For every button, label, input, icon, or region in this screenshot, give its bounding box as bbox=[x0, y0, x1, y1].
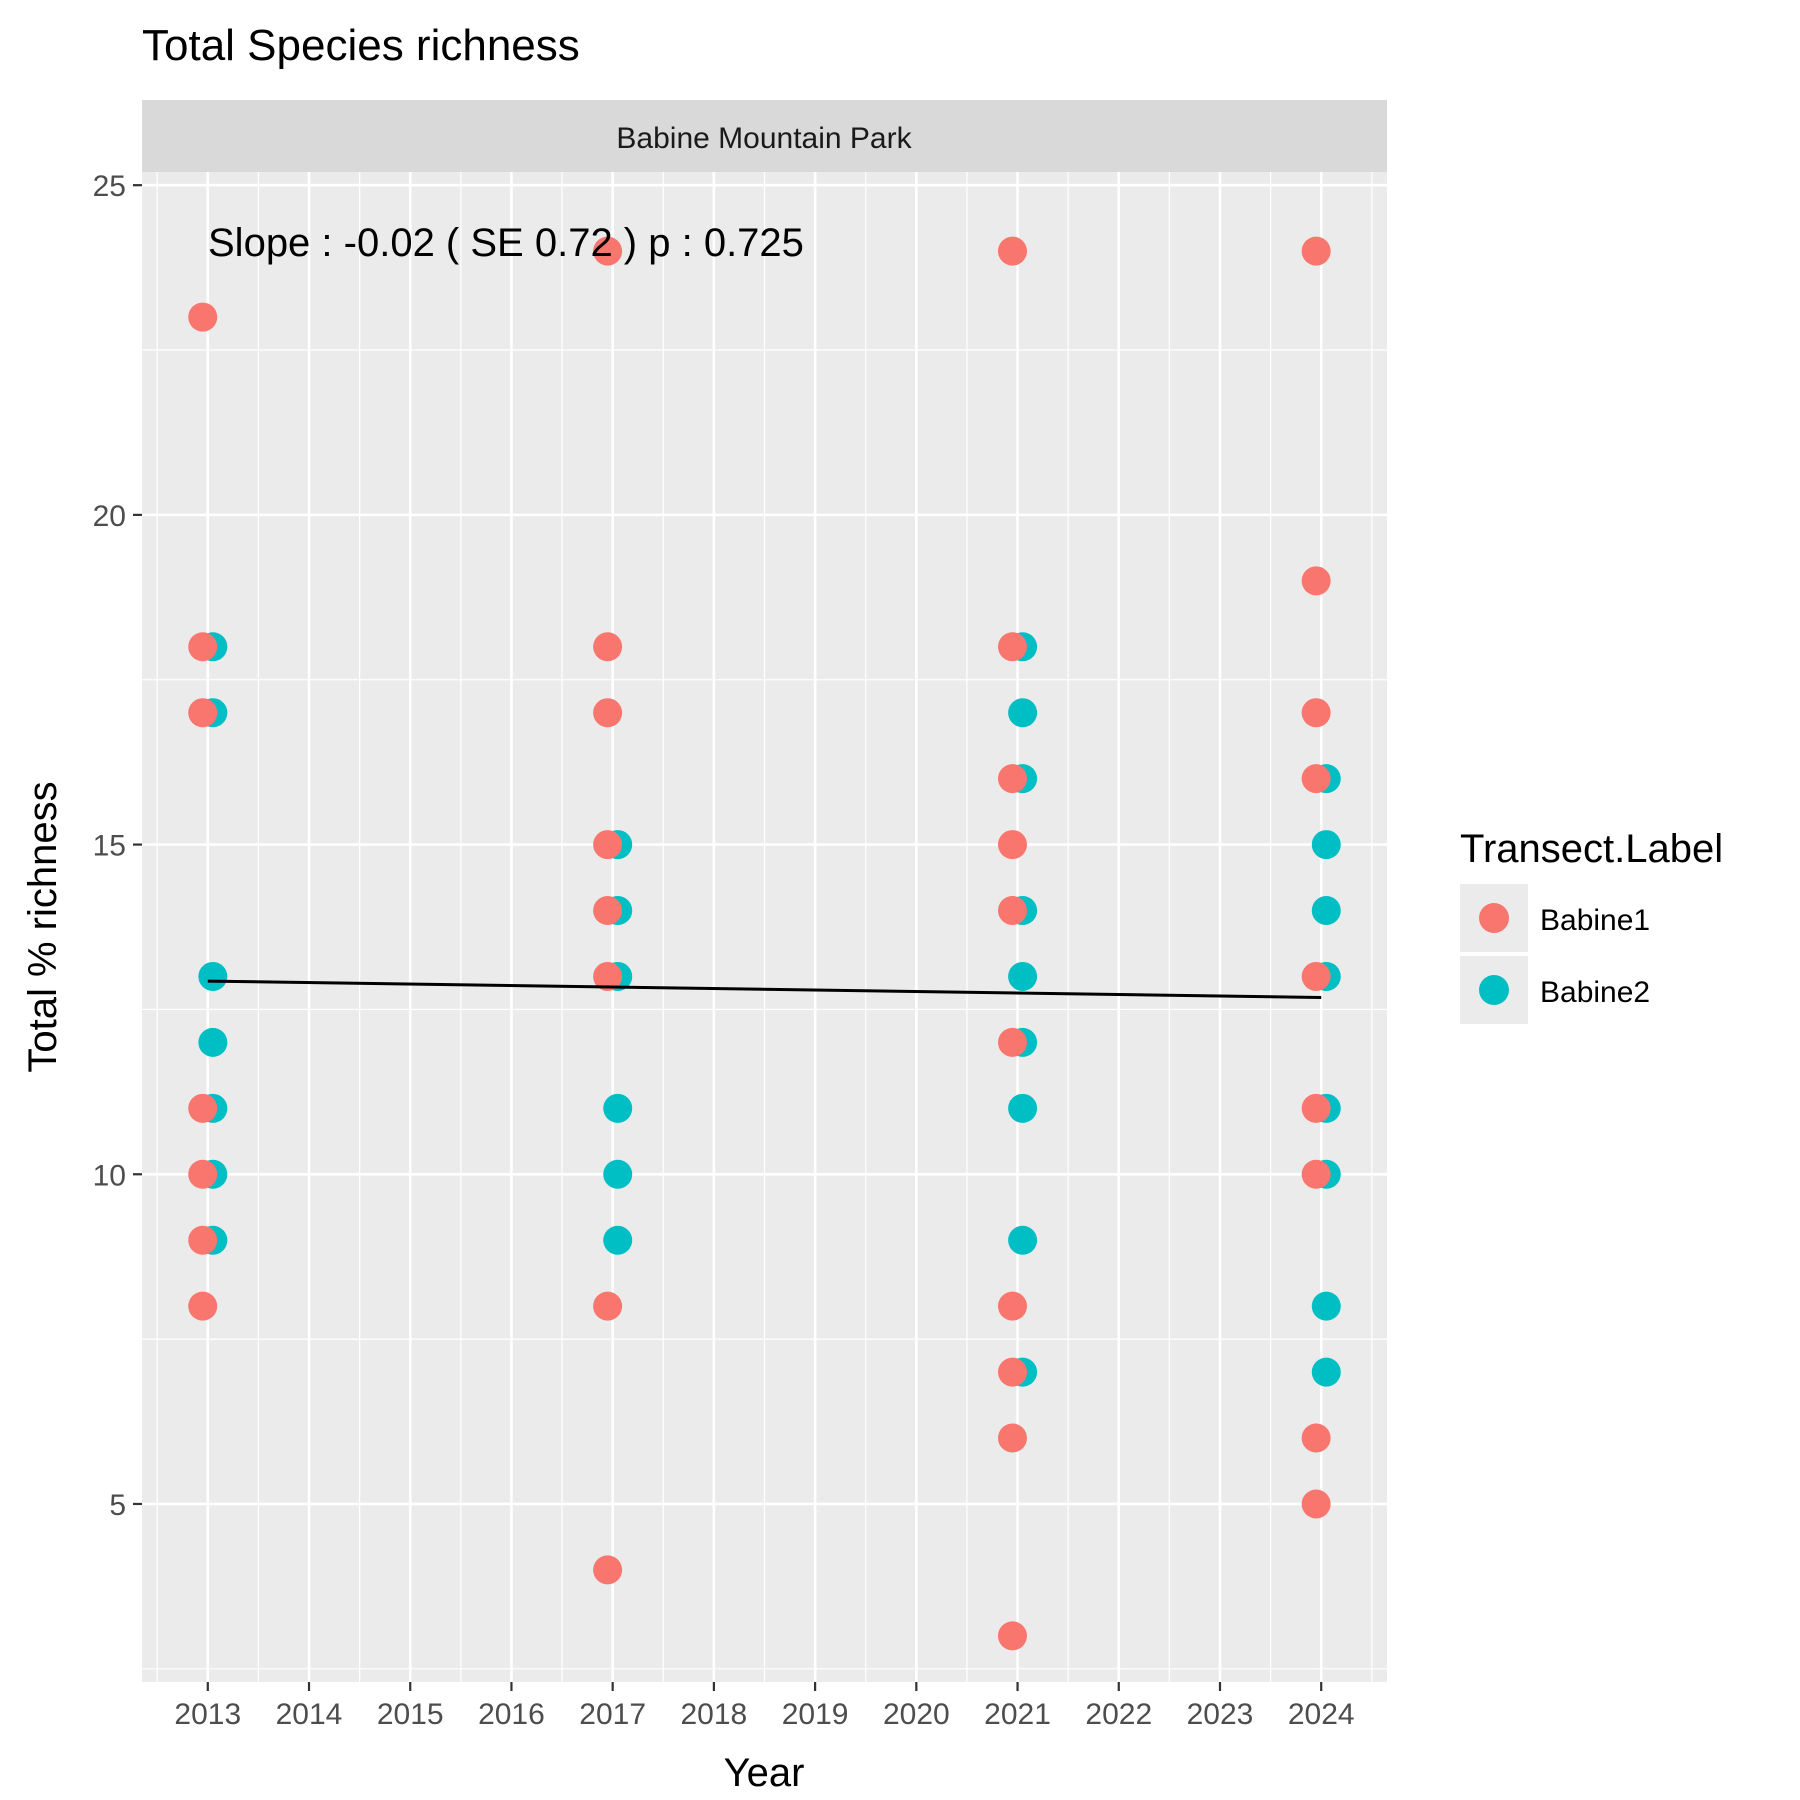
point-babine2 bbox=[1008, 961, 1038, 991]
slope-annotation: Slope : -0.02 ( SE 0.72 ) p : 0.725 bbox=[208, 221, 804, 265]
x-tick-label: 2021 bbox=[984, 1698, 1051, 1731]
legend-label-babine2: Babine2 bbox=[1540, 976, 1650, 1009]
x-axis-label: Year bbox=[724, 1751, 805, 1795]
legend-title: Transect.Label bbox=[1460, 827, 1723, 871]
y-tick-label: 25 bbox=[93, 170, 126, 203]
y-tick-label: 20 bbox=[93, 500, 126, 533]
trend-layer bbox=[207, 979, 1322, 1000]
point-babine1 bbox=[997, 896, 1027, 926]
point-babine1 bbox=[997, 1291, 1027, 1321]
point-babine1 bbox=[188, 632, 218, 662]
y-tick-label: 10 bbox=[93, 1159, 126, 1192]
x-tick-label: 2013 bbox=[174, 1698, 241, 1731]
trend-line bbox=[207, 979, 1322, 1000]
point-babine2 bbox=[603, 1093, 633, 1123]
point-babine1 bbox=[997, 1357, 1027, 1387]
x-tick-label: 2016 bbox=[478, 1698, 545, 1731]
point-babine1 bbox=[1301, 1423, 1331, 1453]
point-babine1 bbox=[997, 830, 1027, 860]
y-tick-labels: 5 10 15 20 25 bbox=[93, 170, 126, 1522]
point-babine1 bbox=[1301, 764, 1331, 794]
minor-gridlines bbox=[142, 172, 1387, 1682]
chart-title: Total Species richness bbox=[142, 21, 580, 70]
point-babine1 bbox=[1301, 1489, 1331, 1519]
point-babine1 bbox=[997, 1027, 1027, 1057]
point-babine1 bbox=[188, 1225, 218, 1255]
point-babine1 bbox=[997, 1621, 1027, 1651]
x-tick-label: 2019 bbox=[782, 1698, 849, 1731]
point-babine1 bbox=[1301, 1093, 1331, 1123]
facet-strip-label: Babine Mountain Park bbox=[616, 122, 912, 155]
legend: Transect.Label Babine1 Babine2 bbox=[1460, 827, 1723, 1024]
point-babine1 bbox=[188, 698, 218, 728]
legend-dot-babine2 bbox=[1479, 975, 1509, 1005]
x-tick-label: 2020 bbox=[883, 1698, 950, 1731]
point-babine2 bbox=[1311, 896, 1341, 926]
legend-dot-babine1 bbox=[1479, 903, 1509, 933]
point-babine1 bbox=[997, 1423, 1027, 1453]
point-babine2 bbox=[1311, 1291, 1341, 1321]
point-babine1 bbox=[997, 632, 1027, 662]
point-babine1 bbox=[188, 302, 218, 332]
x-tick-labels: 2013 2014 2015 2016 2017 2018 2019 2020 2021 2022… bbox=[174, 1698, 1354, 1731]
x-tick-label: 2018 bbox=[681, 1698, 748, 1731]
point-babine1 bbox=[188, 1093, 218, 1123]
point-babine1 bbox=[1301, 961, 1331, 991]
point-babine2 bbox=[603, 1159, 633, 1189]
point-babine2 bbox=[1311, 1357, 1341, 1387]
x-tick-label: 2015 bbox=[377, 1698, 444, 1731]
point-babine1 bbox=[1301, 566, 1331, 596]
axis-ticks bbox=[133, 184, 1323, 1691]
point-babine2 bbox=[198, 1027, 228, 1057]
point-babine1 bbox=[593, 698, 623, 728]
point-babine1 bbox=[188, 1159, 218, 1189]
point-babine2 bbox=[1008, 1225, 1038, 1255]
point-babine1 bbox=[593, 236, 623, 266]
point-babine1 bbox=[1301, 236, 1331, 266]
point-babine1 bbox=[188, 1291, 218, 1321]
point-babine1 bbox=[997, 764, 1027, 794]
y-tick-label: 15 bbox=[93, 830, 126, 863]
x-tick-label: 2017 bbox=[579, 1698, 646, 1731]
x-tick-label: 2014 bbox=[276, 1698, 343, 1731]
point-babine2 bbox=[1008, 698, 1038, 728]
point-babine1 bbox=[593, 1555, 623, 1585]
x-tick-label: 2024 bbox=[1288, 1698, 1355, 1731]
point-babine2 bbox=[1311, 830, 1341, 860]
x-tick-label: 2023 bbox=[1187, 1698, 1254, 1731]
point-babine2 bbox=[198, 961, 228, 991]
point-babine1 bbox=[593, 896, 623, 926]
point-babine1 bbox=[1301, 698, 1331, 728]
point-babine2 bbox=[603, 1225, 633, 1255]
y-tick-label: 5 bbox=[109, 1489, 126, 1522]
point-babine1 bbox=[593, 1291, 623, 1321]
point-babine2 bbox=[1008, 1093, 1038, 1123]
point-babine1 bbox=[593, 961, 623, 991]
point-babine1 bbox=[593, 632, 623, 662]
point-babine1 bbox=[593, 830, 623, 860]
point-babine1 bbox=[997, 236, 1027, 266]
y-axis-label: Total % richness bbox=[21, 781, 65, 1072]
point-babine1 bbox=[1301, 1159, 1331, 1189]
data-points bbox=[188, 236, 1341, 1651]
facet-strip bbox=[142, 100, 1387, 172]
x-tick-label: 2022 bbox=[1085, 1698, 1152, 1731]
legend-label-babine1: Babine1 bbox=[1540, 904, 1650, 937]
